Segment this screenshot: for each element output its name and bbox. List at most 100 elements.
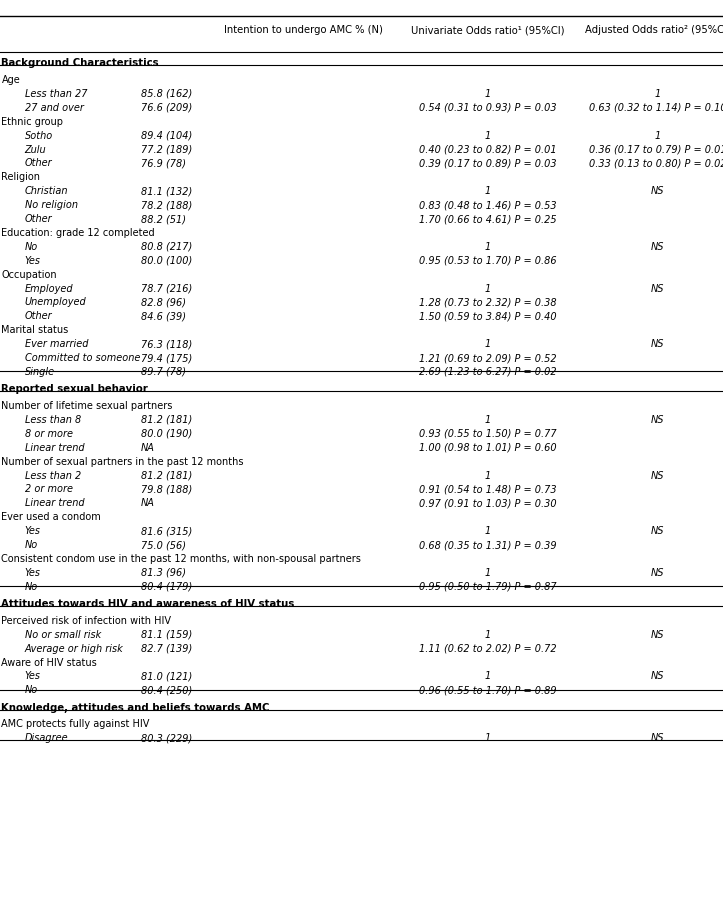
Text: No or small risk: No or small risk	[25, 630, 100, 640]
Text: Yes: Yes	[25, 527, 40, 536]
Text: 0.36 (0.17 to 0.79) P = 0.01: 0.36 (0.17 to 0.79) P = 0.01	[589, 144, 723, 154]
Text: NS: NS	[651, 734, 664, 744]
Text: 0.68 (0.35 to 1.31) P = 0.39: 0.68 (0.35 to 1.31) P = 0.39	[419, 540, 557, 550]
Text: 82.7 (139): 82.7 (139)	[141, 644, 192, 654]
Text: Yes: Yes	[25, 568, 40, 578]
Text: 84.6 (39): 84.6 (39)	[141, 311, 186, 321]
Text: Background Characteristics: Background Characteristics	[1, 58, 159, 68]
Text: Zulu: Zulu	[25, 144, 46, 154]
Text: 1: 1	[485, 131, 491, 141]
Text: Adjusted Odds ratio² (95%CI): Adjusted Odds ratio² (95%CI)	[585, 25, 723, 35]
Text: 82.8 (96): 82.8 (96)	[141, 298, 186, 308]
Text: Less than 27: Less than 27	[25, 89, 87, 99]
Text: Unemployed: Unemployed	[25, 298, 86, 308]
Text: Committed to someone: Committed to someone	[25, 353, 140, 363]
Text: Average or high risk: Average or high risk	[25, 644, 124, 654]
Text: NS: NS	[651, 630, 664, 640]
Text: 81.2 (181): 81.2 (181)	[141, 471, 192, 481]
Text: Yes: Yes	[25, 672, 40, 682]
Text: Intention to undergo AMC % (N): Intention to undergo AMC % (N)	[224, 25, 383, 35]
Text: 1: 1	[655, 131, 661, 141]
Text: 1: 1	[485, 471, 491, 481]
Text: Number of sexual partners in the past 12 months: Number of sexual partners in the past 12…	[1, 457, 244, 466]
Text: 0.33 (0.13 to 0.80) P = 0.02: 0.33 (0.13 to 0.80) P = 0.02	[589, 159, 723, 169]
Text: 0.54 (0.31 to 0.93) P = 0.03: 0.54 (0.31 to 0.93) P = 0.03	[419, 103, 557, 113]
Text: NS: NS	[651, 471, 664, 481]
Text: Other: Other	[25, 311, 52, 321]
Text: Disagree: Disagree	[25, 734, 68, 744]
Text: 80.3 (229): 80.3 (229)	[141, 734, 192, 744]
Text: 89.4 (104): 89.4 (104)	[141, 131, 192, 141]
Text: Occupation: Occupation	[1, 270, 57, 280]
Text: Knowledge, attitudes and beliefs towards AMC: Knowledge, attitudes and beliefs towards…	[1, 702, 270, 713]
Text: 0.91 (0.54 to 1.48) P = 0.73: 0.91 (0.54 to 1.48) P = 0.73	[419, 484, 557, 494]
Text: 1.70 (0.66 to 4.61) P = 0.25: 1.70 (0.66 to 4.61) P = 0.25	[419, 214, 557, 224]
Text: 1: 1	[485, 89, 491, 99]
Text: 2 or more: 2 or more	[25, 484, 72, 494]
Text: Yes: Yes	[25, 256, 40, 266]
Text: No: No	[25, 540, 38, 550]
Text: 1: 1	[485, 527, 491, 536]
Text: 1: 1	[655, 89, 661, 99]
Text: Ethnic group: Ethnic group	[1, 117, 64, 126]
Text: NS: NS	[651, 339, 664, 349]
Text: 76.9 (78): 76.9 (78)	[141, 159, 186, 169]
Text: 80.8 (217): 80.8 (217)	[141, 242, 192, 252]
Text: Consistent condom use in the past 12 months, with non-spousal partners: Consistent condom use in the past 12 mon…	[1, 554, 362, 564]
Text: NS: NS	[651, 415, 664, 425]
Text: 0.93 (0.55 to 1.50) P = 0.77: 0.93 (0.55 to 1.50) P = 0.77	[419, 429, 557, 439]
Text: 0.40 (0.23 to 0.82) P = 0.01: 0.40 (0.23 to 0.82) P = 0.01	[419, 144, 557, 154]
Text: 81.1 (132): 81.1 (132)	[141, 187, 192, 196]
Text: 77.2 (189): 77.2 (189)	[141, 144, 192, 154]
Text: No: No	[25, 242, 38, 252]
Text: Attitudes towards HIV and awareness of HIV status: Attitudes towards HIV and awareness of H…	[1, 599, 295, 609]
Text: 1: 1	[485, 415, 491, 425]
Text: Number of lifetime sexual partners: Number of lifetime sexual partners	[1, 401, 173, 411]
Text: AMC protects fully against HIV: AMC protects fully against HIV	[1, 719, 150, 729]
Text: 1: 1	[485, 568, 491, 578]
Text: 76.3 (118): 76.3 (118)	[141, 339, 192, 349]
Text: 0.97 (0.91 to 1.03) P = 0.30: 0.97 (0.91 to 1.03) P = 0.30	[419, 499, 557, 509]
Text: 80.4 (250): 80.4 (250)	[141, 685, 192, 695]
Text: NS: NS	[651, 672, 664, 682]
Text: 1.21 (0.69 to 2.09) P = 0.52: 1.21 (0.69 to 2.09) P = 0.52	[419, 353, 557, 363]
Text: 85.8 (162): 85.8 (162)	[141, 89, 192, 99]
Text: 75.0 (56): 75.0 (56)	[141, 540, 186, 550]
Text: Univariate Odds ratio¹ (95%CI): Univariate Odds ratio¹ (95%CI)	[411, 25, 565, 35]
Text: No religion: No religion	[25, 200, 77, 210]
Text: 81.1 (159): 81.1 (159)	[141, 630, 192, 640]
Text: Age: Age	[1, 75, 20, 85]
Text: 1: 1	[485, 672, 491, 682]
Text: 79.4 (175): 79.4 (175)	[141, 353, 192, 363]
Text: 1: 1	[485, 734, 491, 744]
Text: NS: NS	[651, 568, 664, 578]
Text: Ever used a condom: Ever used a condom	[1, 512, 101, 522]
Text: 1.28 (0.73 to 2.32) P = 0.38: 1.28 (0.73 to 2.32) P = 0.38	[419, 298, 557, 308]
Text: Reported sexual behavior: Reported sexual behavior	[1, 384, 148, 395]
Text: Ever married: Ever married	[25, 339, 88, 349]
Text: Employed: Employed	[25, 283, 73, 293]
Text: 81.6 (315): 81.6 (315)	[141, 527, 192, 536]
Text: Sotho: Sotho	[25, 131, 53, 141]
Text: Christian: Christian	[25, 187, 68, 196]
Text: 80.4 (179): 80.4 (179)	[141, 582, 192, 592]
Text: NS: NS	[651, 283, 664, 293]
Text: 88.2 (51): 88.2 (51)	[141, 214, 186, 224]
Text: 81.0 (121): 81.0 (121)	[141, 672, 192, 682]
Text: 81.2 (181): 81.2 (181)	[141, 415, 192, 425]
Text: 0.83 (0.48 to 1.46) P = 0.53: 0.83 (0.48 to 1.46) P = 0.53	[419, 200, 557, 210]
Text: No: No	[25, 582, 38, 592]
Text: 0.39 (0.17 to 0.89) P = 0.03: 0.39 (0.17 to 0.89) P = 0.03	[419, 159, 557, 169]
Text: Less than 8: Less than 8	[25, 415, 81, 425]
Text: 1.50 (0.59 to 3.84) P = 0.40: 1.50 (0.59 to 3.84) P = 0.40	[419, 311, 557, 321]
Text: 89.7 (78): 89.7 (78)	[141, 367, 186, 377]
Text: 1.00 (0.98 to 1.01) P = 0.60: 1.00 (0.98 to 1.01) P = 0.60	[419, 443, 557, 453]
Text: 1: 1	[485, 339, 491, 349]
Text: Aware of HIV status: Aware of HIV status	[1, 658, 97, 667]
Text: 80.0 (100): 80.0 (100)	[141, 256, 192, 266]
Text: Marital status: Marital status	[1, 326, 69, 335]
Text: 27 and over: 27 and over	[25, 103, 83, 113]
Text: 2.69 (1.23 to 6.27) P = 0.02: 2.69 (1.23 to 6.27) P = 0.02	[419, 367, 557, 377]
Text: NS: NS	[651, 527, 664, 536]
Text: 1.11 (0.62 to 2.02) P = 0.72: 1.11 (0.62 to 2.02) P = 0.72	[419, 644, 557, 654]
